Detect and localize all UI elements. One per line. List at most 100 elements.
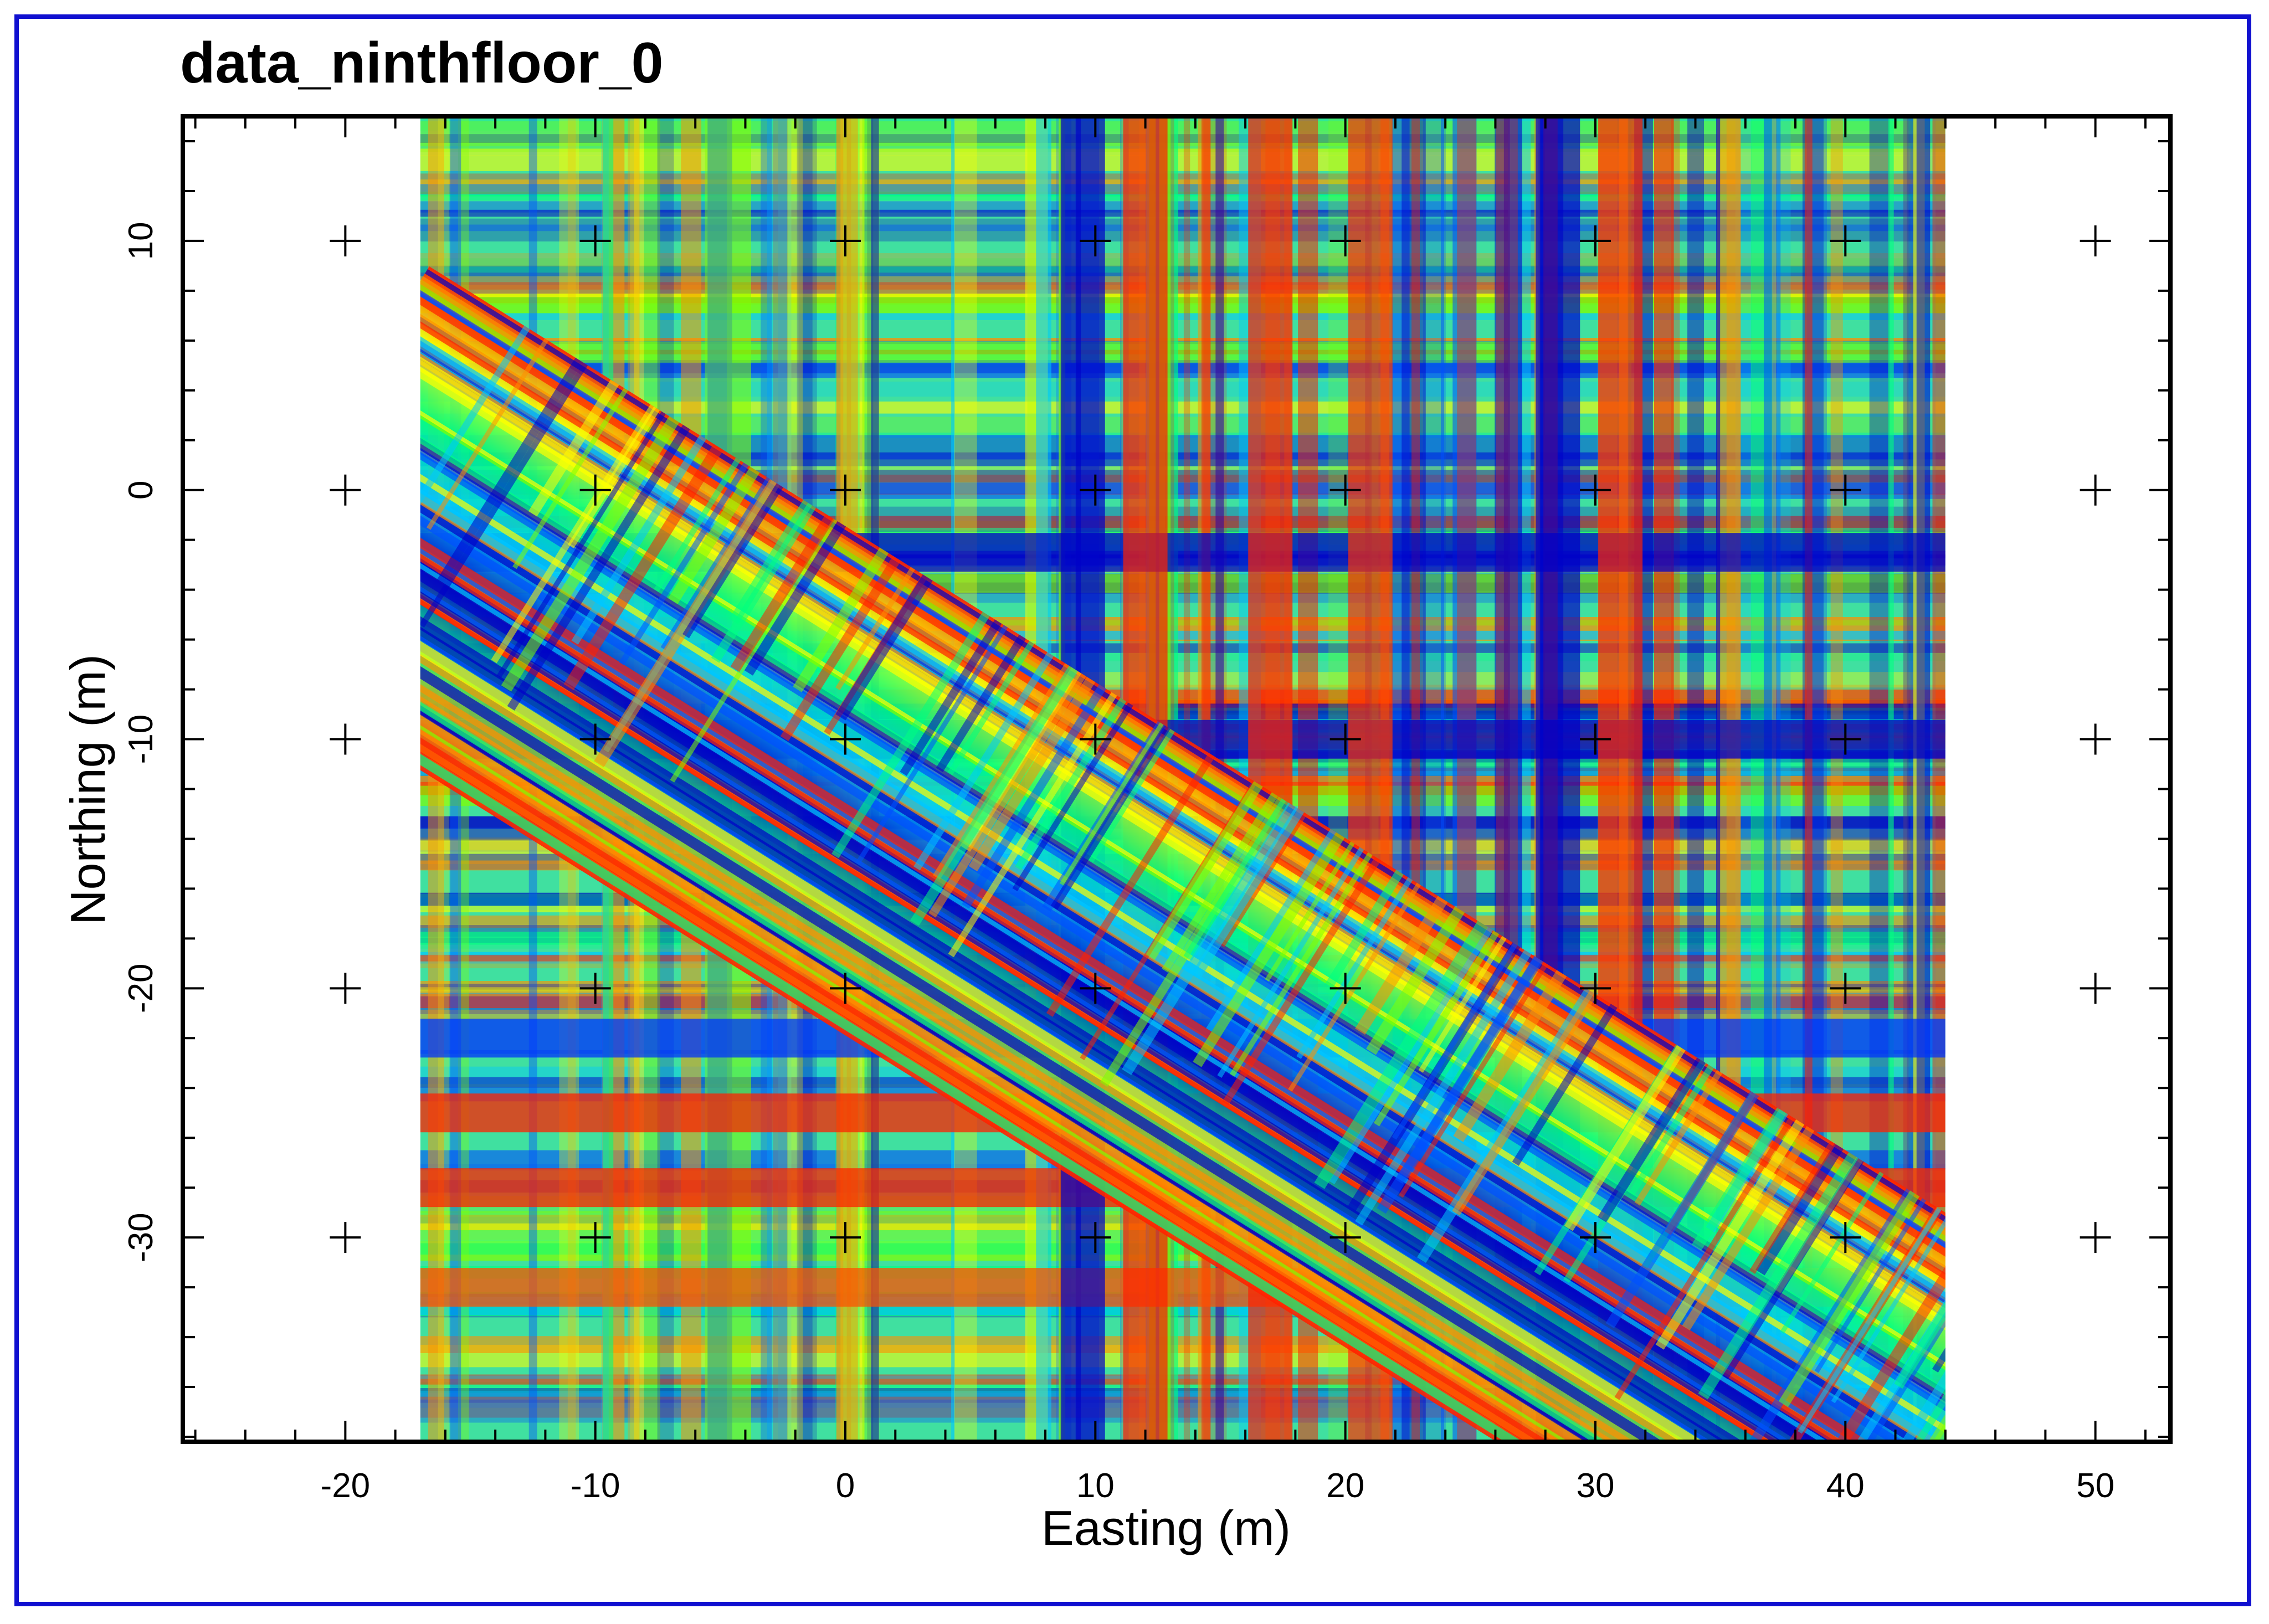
heatmap-diagonal-rib xyxy=(1418,936,1507,1073)
heatmap-diagonal-rib xyxy=(496,411,666,678)
y-tick-label: -20 xyxy=(122,964,160,1014)
heatmap-diagonal-rib xyxy=(1355,949,1532,1226)
heatmap-diagonal-rib xyxy=(1894,1257,1945,1442)
heatmap-diagonal-rib xyxy=(654,458,741,592)
heatmap-diagonal-rib xyxy=(670,518,838,783)
heatmap-diagonal-rib xyxy=(1798,1207,1942,1434)
heatmap-diagonal-stripe xyxy=(420,583,1944,1442)
heatmap-surface xyxy=(420,116,1945,1442)
heatmap-diagonal-rib xyxy=(1831,1214,1945,1404)
heatmap-streak xyxy=(420,1375,1945,1379)
heatmap-diagonal-rib xyxy=(1183,798,1290,961)
heatmap-streak xyxy=(420,360,1945,378)
heatmap-diagonal-rib xyxy=(594,479,780,768)
heatmap-diagonal-rib xyxy=(1755,1143,1844,1276)
heatmap-diagonal-rib xyxy=(1831,1227,1945,1442)
heatmap-streak xyxy=(420,381,1945,397)
x-axis-label: Easting (m) xyxy=(1041,1500,1291,1555)
heatmap-diagonal-rib xyxy=(1392,943,1518,1140)
heatmap-diagonal-stripe xyxy=(420,579,1945,1442)
heatmap-diagonal-rib xyxy=(835,567,915,691)
heatmap-diagonal-rib xyxy=(491,404,656,664)
heatmap-diagonal-band xyxy=(420,266,1945,1442)
heatmap-diagonal-rib xyxy=(1193,806,1305,977)
x-tick-label: -20 xyxy=(321,1467,371,1505)
heatmap-diagonal-rib xyxy=(1698,1152,1859,1400)
heatmap-diagonal-rib xyxy=(1265,841,1355,982)
heatmap-diagonal-rib xyxy=(1780,1171,1884,1334)
heatmap-diagonal-rib xyxy=(948,692,1117,958)
grid-crosshairs xyxy=(330,225,2111,1253)
heatmap-diagonal-rib xyxy=(1217,847,1364,1078)
heatmap-diagonal-rib xyxy=(1122,802,1298,1075)
heatmap-diagonal-rib xyxy=(1059,722,1165,886)
heatmap-diagonal-rib xyxy=(1452,990,1598,1216)
heatmap-diagonal-rib xyxy=(1512,1004,1618,1166)
heatmap-streak xyxy=(420,294,1945,314)
heatmap-diagonal-rib xyxy=(1366,906,1465,1055)
heatmap-diagonal-stripe xyxy=(420,600,1934,1442)
heatmap-diagonal-stripe xyxy=(420,609,1928,1442)
heatmap-diagonal-rib xyxy=(1373,931,1500,1127)
heatmap-streak xyxy=(420,116,1945,131)
heatmap-diagonal-rib xyxy=(1655,1119,1805,1350)
heatmap-diagonal-rib xyxy=(1634,1070,1723,1206)
y-tick-label: 10 xyxy=(122,222,160,260)
heatmap-diagonal-rib xyxy=(900,619,1002,776)
y-tick-labels: 10 0 -10 -20 -30 xyxy=(122,222,160,1262)
heatmap-diagonal-rib xyxy=(855,625,1008,865)
heatmap-diagonal-rib xyxy=(1329,927,1493,1185)
heatmap-diagonal-rib xyxy=(1682,1126,1815,1331)
heatmap-diagonal-rib xyxy=(571,435,706,645)
heatmap-streak xyxy=(420,218,1945,241)
heatmap-diagonal-rib xyxy=(437,357,583,584)
x-tick-label: 50 xyxy=(2076,1467,2114,1505)
heatmap-diagonal-rib xyxy=(1355,896,1448,1035)
x-tick-label: -10 xyxy=(571,1467,620,1505)
heatmap-diagonal-rib xyxy=(1605,1091,1759,1329)
x-tick-label: 30 xyxy=(1576,1467,1614,1505)
plot-frame xyxy=(181,114,2173,1444)
heatmap-diagonal-rib xyxy=(1377,955,1543,1214)
heatmap-streak xyxy=(420,341,1945,363)
heatmap-diagonal-rib xyxy=(1851,1263,1945,1442)
y-tick-label: -10 xyxy=(122,715,160,764)
heatmap-diagonal-rib xyxy=(1296,877,1413,1059)
heatmap-streak xyxy=(420,155,1945,171)
heatmap-diagonal-rib xyxy=(501,416,680,692)
heatmap-diagonal-rib xyxy=(1146,781,1263,960)
heatmap-diagonal-rib xyxy=(420,325,530,569)
heatmap-diagonal-rib xyxy=(1206,829,1336,1032)
heatmap-diagonal-rib xyxy=(1288,882,1421,1092)
heatmap-diagonal-stripe xyxy=(420,621,1921,1442)
heatmap-streak xyxy=(420,258,1945,273)
figure-border xyxy=(14,14,2251,1606)
y-tick-label: 0 xyxy=(122,480,160,499)
heatmap-diagonal-stripe xyxy=(420,603,1932,1442)
heatmap-diagonal-rib xyxy=(835,574,933,721)
heatmap-diagonal-rib xyxy=(1598,1057,1706,1222)
heatmap-diagonal-rib xyxy=(936,634,1026,772)
heatmap-streak xyxy=(420,620,1945,626)
axis-ticks xyxy=(183,116,2170,1442)
heatmap-diagonal-rib xyxy=(793,547,889,692)
heatmap-diagonal-rib xyxy=(1314,921,1488,1189)
heatmap-streak xyxy=(420,224,1945,232)
heatmap-diagonal-rib xyxy=(668,466,760,604)
heatmap-diagonal-rib xyxy=(947,641,1035,775)
heatmap-diagonal-rib xyxy=(1046,753,1215,1017)
heatmap-diagonal-rib xyxy=(1931,1275,1945,1442)
heatmap-streak xyxy=(420,121,1945,147)
heatmap-diagonal-rib xyxy=(427,338,549,530)
heatmap-diagonal-rib xyxy=(619,462,749,666)
heatmap-streak xyxy=(420,294,1945,297)
heatmap-diagonal-stripe xyxy=(420,549,1945,1442)
heatmap-diagonal-stripe xyxy=(420,571,1945,1442)
heatmap-diagonal-rib xyxy=(928,672,1086,918)
heatmap-diagonal-rib xyxy=(711,502,817,663)
heatmap-diagonal-rib xyxy=(1012,702,1133,892)
heatmap-diagonal-stripe xyxy=(420,558,1945,1442)
heatmap-diagonal-rib xyxy=(1564,1045,1686,1231)
heatmap-diagonal-rib xyxy=(1453,970,1567,1142)
heatmap-diagonal-rib xyxy=(1778,1190,1920,1407)
